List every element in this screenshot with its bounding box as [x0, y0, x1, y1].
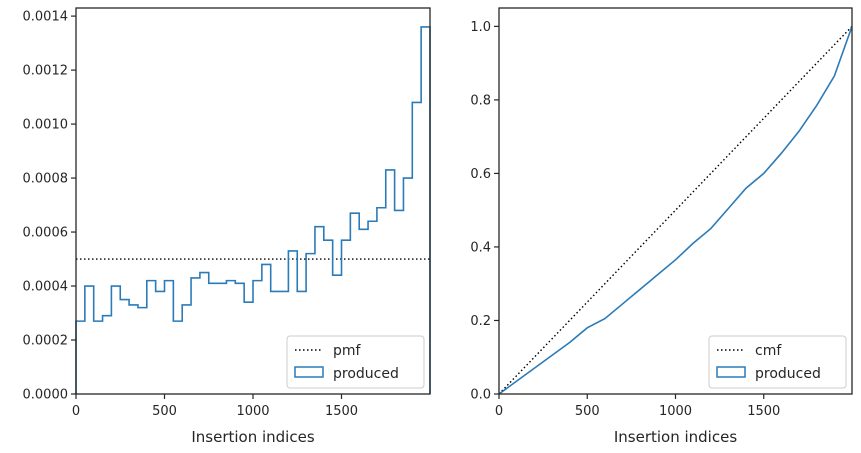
left-x-tick-label: 1000: [236, 404, 269, 419]
left-y-tick-label: 0.0004: [23, 280, 69, 295]
right-x-axis-label: Insertion indices: [614, 428, 737, 446]
right-legend-box: [708, 335, 847, 389]
right-x-tick-label: 0: [495, 404, 503, 419]
right-y-tick-label: 0.8: [470, 93, 491, 108]
right-x-tick-label: 500: [575, 404, 600, 419]
left-y-tick-label: 0.0008: [23, 172, 69, 187]
right-y-tick-label: 0.2: [470, 314, 491, 329]
left-legend-box: [286, 335, 425, 389]
right-y-tick-label: 0.6: [470, 167, 491, 182]
left-x-tick-label: 1500: [325, 404, 358, 419]
right-legend-swatch-produced: [716, 366, 746, 378]
right-x-tick-label: 1000: [659, 404, 692, 419]
right-series-produced: [498, 26, 853, 395]
left-legend: pmf produced: [286, 335, 425, 389]
left-y-tick-label: 0.0014: [23, 10, 69, 25]
left-y-tick-label: 0.0010: [23, 118, 69, 133]
right-legend-label-produced: produced: [755, 366, 821, 382]
left-y-tick-label: 0.0006: [23, 226, 69, 241]
left-series-produced: [75, 26, 431, 394]
left-x-axis-label: Insertion indices: [191, 428, 314, 446]
right-x-tick-label: 1500: [747, 404, 780, 419]
right-legend: cmf produced: [708, 335, 847, 389]
right-y-tick-label: 0.4: [470, 240, 491, 255]
left-x-tick-label: 500: [152, 404, 177, 419]
left-x-tick-label: 0: [72, 404, 80, 419]
left-histogram-chart: 0 500 1000 1500 0.0000 0.0002 0.0004 0.0006 0.00…: [23, 7, 431, 446]
right-legend-label-cmf: cmf: [755, 343, 782, 359]
left-y-tick-label: 0.0002: [23, 334, 69, 349]
left-legend-label-produced: produced: [333, 366, 399, 382]
left-y-tick-label: 0.0012: [23, 64, 69, 79]
left-legend-label-pmf: pmf: [333, 343, 362, 359]
right-series-cmf: [498, 25, 853, 395]
left-y-tick-label: 0.0000: [23, 388, 69, 403]
right-cumulative-chart: 0 500 1000 1500 0.0 0.2 0.4 0.6 0.8 1.0 Insertion …: [470, 7, 853, 446]
right-y-tick-label: 1.0: [470, 20, 491, 35]
right-y-tick-label: 0.0: [470, 388, 491, 403]
left-legend-swatch-produced: [294, 366, 324, 378]
